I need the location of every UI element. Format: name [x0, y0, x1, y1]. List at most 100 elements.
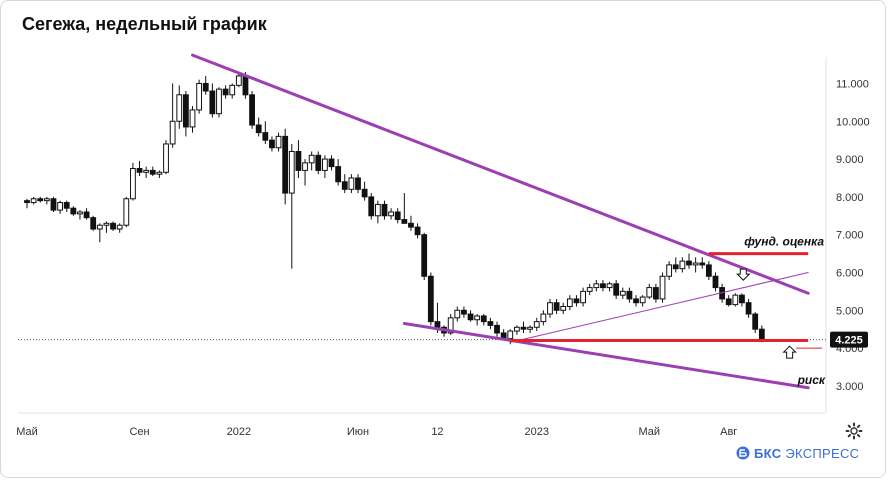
candle — [43, 196, 50, 205]
candle — [110, 221, 116, 231]
candle — [308, 151, 315, 171]
candle — [288, 143, 295, 269]
candle — [527, 325, 534, 333]
candle-down — [242, 75, 249, 96]
candle-up — [348, 177, 355, 190]
candle — [394, 208, 401, 224]
candle — [672, 257, 679, 273]
candle — [692, 257, 699, 273]
candle — [659, 272, 666, 303]
candle-up — [659, 275, 666, 300]
candle-up — [454, 309, 461, 319]
candle — [130, 162, 136, 201]
candle — [63, 200, 70, 212]
candle — [533, 317, 540, 332]
grid — [18, 57, 827, 414]
candle-down — [394, 211, 401, 221]
candle-down — [487, 321, 494, 326]
gear-icon[interactable] — [845, 422, 863, 440]
candle-up — [507, 330, 514, 340]
candle — [255, 117, 262, 137]
candle — [408, 215, 414, 231]
candle-up — [156, 171, 163, 175]
candle-down — [553, 302, 560, 311]
candle-down — [255, 124, 262, 134]
signal-arrows — [736, 268, 797, 359]
candle-up — [474, 315, 481, 321]
candle-up — [580, 290, 586, 304]
candle-down — [37, 198, 44, 202]
bks-express-logo: БКС ЭКСПРЕСС — [736, 445, 859, 461]
candle — [348, 174, 355, 194]
candle-down — [381, 203, 388, 217]
candle-down — [573, 298, 580, 304]
candle-up — [447, 317, 454, 334]
candle — [24, 198, 30, 209]
candle — [196, 79, 203, 114]
candle-down — [149, 169, 156, 175]
candle-down — [269, 139, 275, 149]
candle-down — [745, 302, 752, 315]
candle — [30, 196, 37, 205]
candle-up — [692, 262, 699, 266]
candle-down — [24, 200, 30, 204]
candle — [295, 140, 302, 178]
candle — [368, 193, 375, 220]
candle-down — [50, 198, 57, 211]
x-tick-label: Июн — [347, 426, 369, 438]
candle-up — [288, 151, 295, 194]
candle-up — [275, 135, 282, 149]
candle — [77, 210, 83, 220]
candle — [560, 302, 567, 315]
annotations: фунд. оценка риск — [744, 235, 826, 387]
candle-down — [355, 177, 361, 190]
candle-down — [600, 283, 606, 289]
candle-up — [57, 202, 64, 211]
candle-down — [182, 94, 189, 128]
candle-up — [540, 313, 547, 323]
candle — [361, 181, 368, 201]
annotation-fundamental: фунд. оценка — [744, 235, 824, 249]
candle — [626, 287, 633, 303]
x-tick-label: Май — [638, 426, 660, 438]
candle — [96, 223, 103, 243]
arrow-down-icon — [736, 268, 751, 281]
candle-up — [639, 296, 646, 304]
x-tick-label: Май — [16, 426, 38, 438]
trendline — [402, 322, 810, 390]
candle — [487, 317, 494, 330]
candle-up — [96, 224, 103, 230]
candle — [427, 272, 434, 326]
candle-up — [196, 82, 203, 111]
candle — [116, 223, 123, 233]
candle-up — [143, 169, 150, 173]
candle-down — [712, 275, 719, 289]
annotation-risk: риск — [797, 373, 826, 387]
candle — [222, 85, 229, 99]
candle-down — [222, 88, 229, 96]
candle — [633, 295, 639, 307]
candle — [37, 196, 44, 203]
arrow-up-icon — [782, 345, 797, 359]
last-price-marker: 4.225 — [830, 331, 868, 348]
candle — [50, 196, 57, 212]
candle-down — [315, 154, 322, 171]
candle-down — [70, 207, 77, 215]
candle — [414, 223, 421, 239]
candle-down — [328, 158, 335, 168]
candle-down — [653, 287, 659, 300]
candle — [143, 166, 150, 178]
candle — [586, 283, 593, 296]
candle — [328, 155, 335, 171]
y-tick-label: 8.000 — [836, 192, 864, 204]
y-tick-label: 7.000 — [836, 230, 864, 242]
candle — [315, 151, 322, 175]
candle — [474, 314, 481, 326]
candle-down — [705, 264, 712, 277]
candle-down — [249, 94, 255, 126]
candle-up — [189, 109, 196, 128]
candle-down — [341, 181, 348, 190]
candle-up — [533, 321, 540, 328]
candle — [454, 306, 461, 322]
